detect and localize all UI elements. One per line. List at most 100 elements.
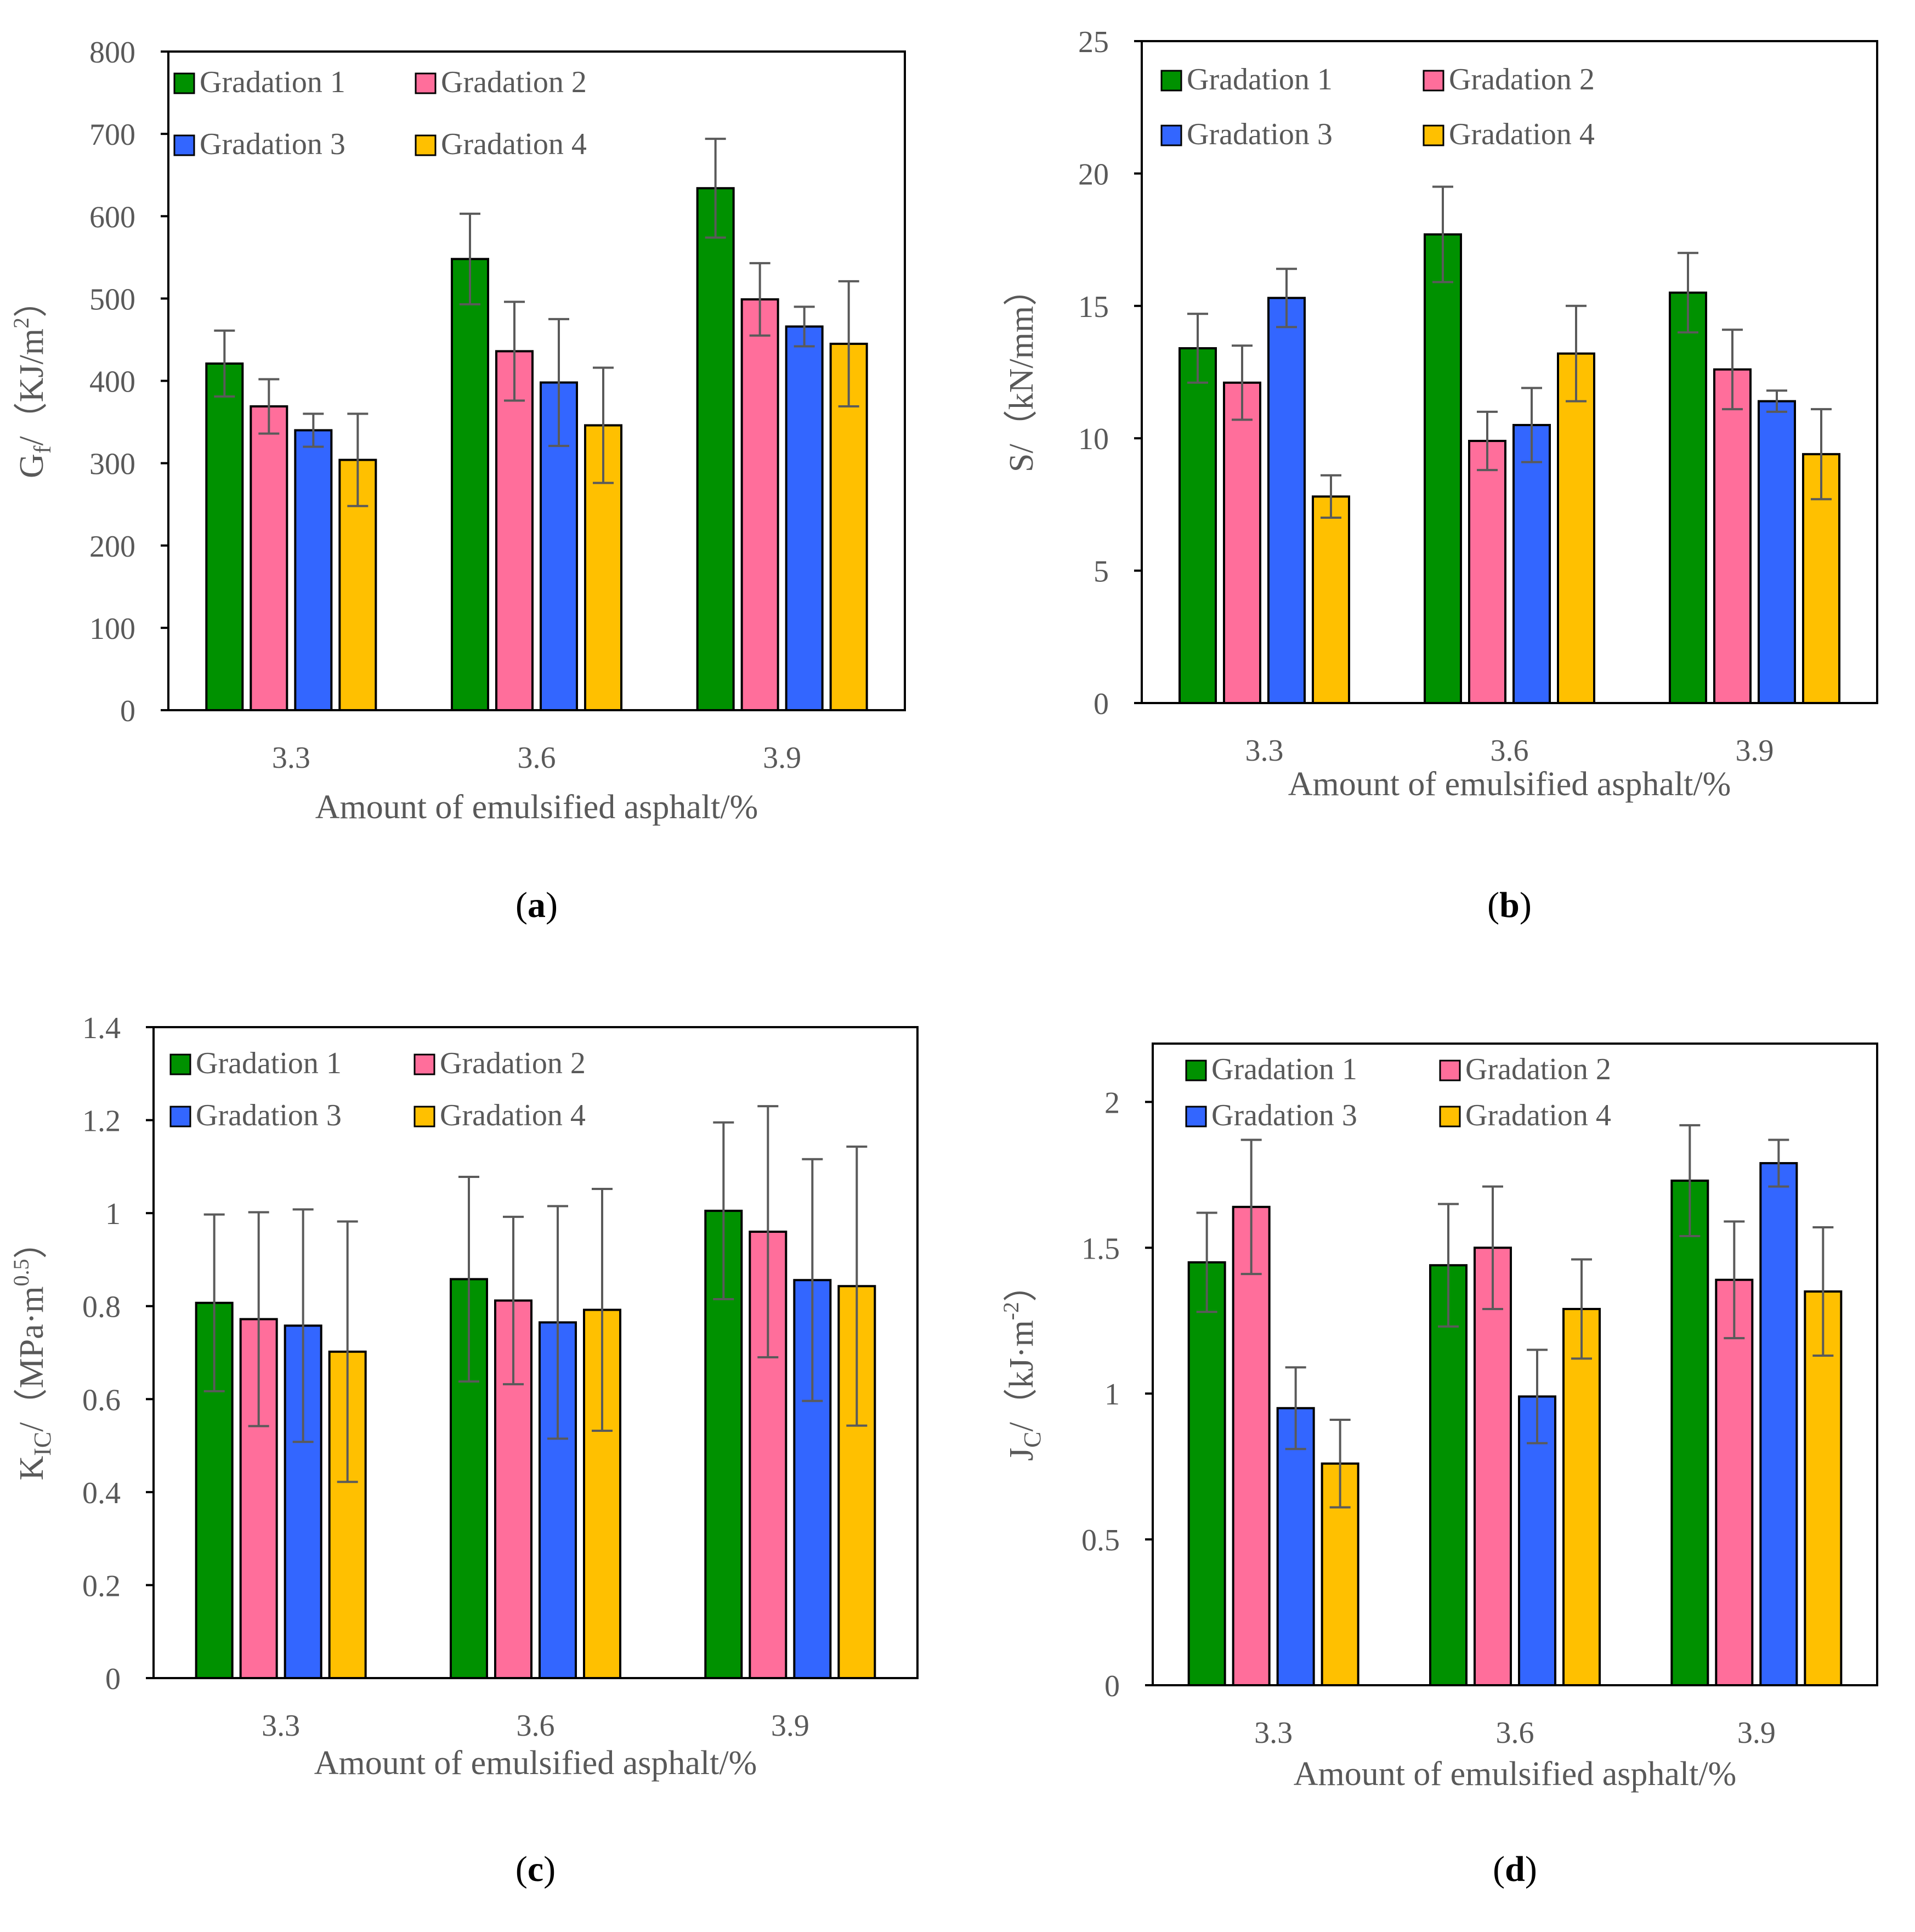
bar-b-1-3.9 (1669, 291, 1707, 704)
legend-label: Gradation 1 (1187, 63, 1333, 97)
bar-d-4-3.9 (1804, 1290, 1843, 1686)
error-bar-d-4-3.6 (1571, 1258, 1592, 1360)
bar-a-2-3.9 (740, 298, 779, 711)
error-bar-c-4-3.3 (337, 1220, 358, 1483)
error-bar-d-4-3.3 (1329, 1419, 1351, 1509)
y-tick-label: 300 (89, 447, 135, 481)
panel-label: (a) (515, 885, 558, 925)
legend-swatch (173, 72, 195, 94)
error-bar-d-3-3.9 (1768, 1138, 1789, 1188)
legend-label: Gradation 2 (440, 1046, 586, 1080)
legend-swatch (169, 1106, 191, 1128)
y-tick-label: 0.8 (82, 1290, 121, 1324)
error-bar-d-3-3.3 (1285, 1366, 1306, 1451)
legend-label: Gradation 2 (1465, 1052, 1611, 1086)
bar-b-3-3.3 (1267, 297, 1306, 704)
y-tick-label: 1.2 (82, 1104, 121, 1138)
legend-label: Gradation 4 (1449, 117, 1595, 151)
y-tick-label: 25 (1078, 25, 1109, 59)
y-tick-label: 2 (1104, 1086, 1120, 1120)
x-tick-label: 3.9 (763, 741, 801, 775)
bar-c-3-3.3 (284, 1324, 322, 1679)
error-bar-d-2-3.3 (1240, 1138, 1262, 1276)
legend-item-b-4: Gradation 4 (1423, 117, 1595, 151)
error-bar-a-4-3.6 (593, 366, 614, 484)
y-tick-label: 1 (105, 1197, 121, 1231)
bar-d-2-3.6 (1474, 1247, 1512, 1686)
y-axis-label: JC/（kJ·m-2） (999, 1268, 1046, 1461)
y-tick-label: 0 (1094, 687, 1109, 721)
legend-swatch (173, 134, 195, 156)
y-tick-label: 100 (89, 612, 135, 646)
y-tick-label: 200 (89, 530, 135, 564)
x-tick-label: 3.3 (262, 1709, 300, 1743)
legend-swatch (1423, 70, 1444, 92)
error-bar-b-4-3.9 (1811, 408, 1832, 501)
error-bar-a-1-3.6 (460, 212, 480, 305)
y-tick-label: 1.5 (1081, 1232, 1120, 1266)
panel-c: 3.3 3.6 3.9 0 0.2 0.4 0.6 0.8 1 1.2 1.4 Gradation 1… (9, 1011, 919, 1889)
x-tick-label: 3.3 (1254, 1716, 1293, 1750)
legend-swatch (1185, 1060, 1207, 1081)
error-bar-c-3-3.9 (802, 1158, 823, 1402)
error-bar-a-1-3.9 (705, 138, 726, 239)
y-tick-label: 10 (1078, 422, 1109, 456)
legend-item-d-3: Gradation 3 (1185, 1098, 1357, 1132)
plot-frame (1141, 40, 1878, 704)
y-tick-label: 1 (1104, 1378, 1120, 1412)
panel-b: 3.3 3.6 3.9 0 5 10 15 20 25 Gradation 1 Gradation … (1003, 25, 1878, 925)
error-bar-c-1-3.9 (713, 1121, 734, 1300)
legend-item-d-2: Gradation 2 (1439, 1052, 1611, 1086)
legend-swatch (415, 72, 437, 94)
y-axis-label: S/（kN/mm） (1003, 272, 1040, 472)
y-tick-label: 0.5 (1081, 1523, 1120, 1557)
legend-item-d-1: Gradation 1 (1185, 1052, 1357, 1086)
y-axis-label: KIC/（MPa·m0.5） (9, 1225, 56, 1480)
bar-a-2-3.6 (495, 350, 534, 711)
error-bar-c-4-3.9 (846, 1145, 868, 1427)
y-tick-label: 0 (105, 1662, 121, 1696)
legend-item-c-1: Gradation 1 (169, 1046, 342, 1080)
legend-label: Gradation 1 (1211, 1052, 1357, 1086)
error-bar-c-2-3.6 (503, 1215, 524, 1386)
y-tick-label: 800 (89, 36, 135, 70)
bar-d-3-3.6 (1518, 1395, 1556, 1686)
legend-label: Gradation 3 (200, 127, 345, 161)
legend-label: Gradation 3 (196, 1098, 342, 1132)
bar-a-2-3.3 (250, 405, 288, 711)
bar-b-1-3.3 (1179, 347, 1217, 704)
error-bar-c-4-3.6 (592, 1188, 613, 1432)
error-bar-b-2-3.3 (1232, 344, 1253, 421)
error-bar-c-3-3.3 (292, 1208, 314, 1443)
y-tick-label: 5 (1094, 555, 1109, 589)
bar-b-2-3.6 (1468, 440, 1506, 704)
bar-a-1-3.9 (696, 187, 735, 711)
y-tick-label: 700 (89, 118, 135, 152)
error-bar-b-1-3.3 (1187, 313, 1208, 384)
bar-b-4-3.3 (1312, 495, 1350, 705)
error-bar-b-4-3.6 (1566, 304, 1587, 403)
error-bar-b-3-3.6 (1521, 387, 1542, 463)
bar-b-2-3.9 (1713, 368, 1752, 704)
bar-b-3-3.9 (1758, 400, 1796, 704)
legend-label: Gradation 2 (1449, 63, 1595, 97)
error-bar-d-2-3.9 (1724, 1220, 1745, 1340)
y-tick-label: 500 (89, 282, 135, 316)
bar-a-1-3.6 (451, 258, 489, 711)
bar-d-4-3.6 (1562, 1307, 1601, 1687)
y-tick-label: 0.4 (82, 1476, 121, 1510)
bar-d-1-3.9 (1670, 1179, 1709, 1687)
x-tick-label: 3.9 (771, 1709, 809, 1743)
legend-item-b-1: Gradation 1 (1160, 63, 1333, 97)
error-bar-a-2-3.3 (258, 378, 280, 435)
error-bar-b-4-3.3 (1321, 474, 1341, 519)
legend-swatch (413, 1106, 435, 1128)
error-bar-a-4-3.3 (347, 412, 369, 507)
legend-item-d-4: Gradation 4 (1439, 1098, 1611, 1132)
legend-item-a-3: Gradation 3 (173, 127, 345, 161)
y-tick-label: 0.2 (82, 1569, 121, 1603)
bar-a-1-3.3 (205, 362, 244, 711)
error-bar-d-1-3.6 (1438, 1203, 1459, 1328)
x-tick-label: 3.9 (1737, 1716, 1776, 1750)
